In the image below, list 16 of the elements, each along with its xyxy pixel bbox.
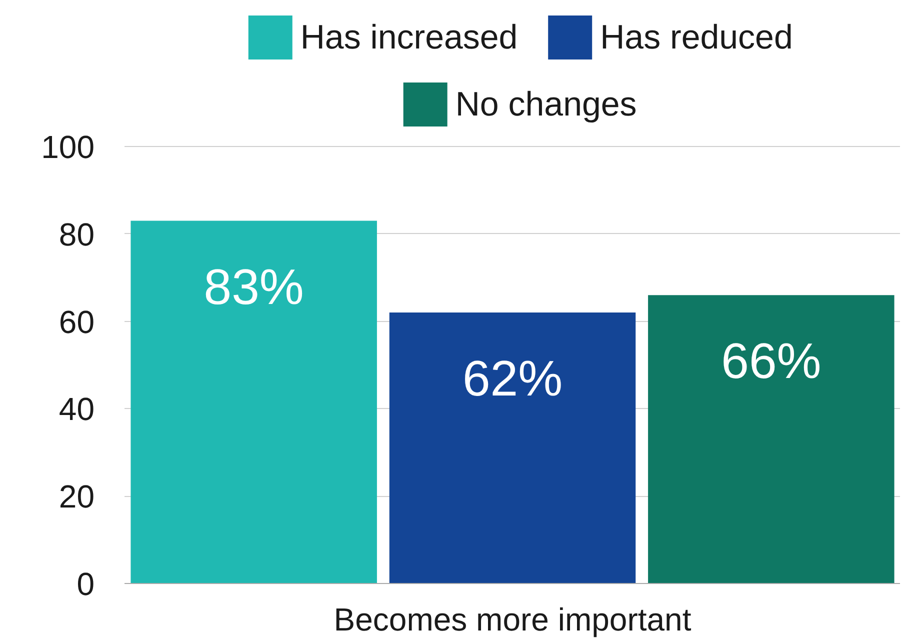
- bar: [648, 295, 894, 584]
- y-tick-label: 80: [58, 216, 94, 252]
- y-tick-label: 0: [76, 566, 94, 602]
- data-label: 66%: [721, 333, 822, 390]
- y-tick-label: 60: [58, 304, 94, 340]
- legend-label: Has reduced: [600, 18, 793, 56]
- y-tick-label: 40: [58, 391, 94, 428]
- x-tick-label: Becomes more important: [334, 602, 692, 638]
- y-tick-label: 20: [58, 478, 94, 515]
- data-label: 83%: [204, 258, 304, 315]
- bar: [389, 312, 636, 584]
- y-tick-label: 100: [41, 129, 94, 165]
- legend-label: Has increased: [300, 18, 518, 56]
- bar: [130, 220, 377, 584]
- data-label: 62%: [462, 350, 563, 407]
- legend-label: No changes: [455, 86, 637, 124]
